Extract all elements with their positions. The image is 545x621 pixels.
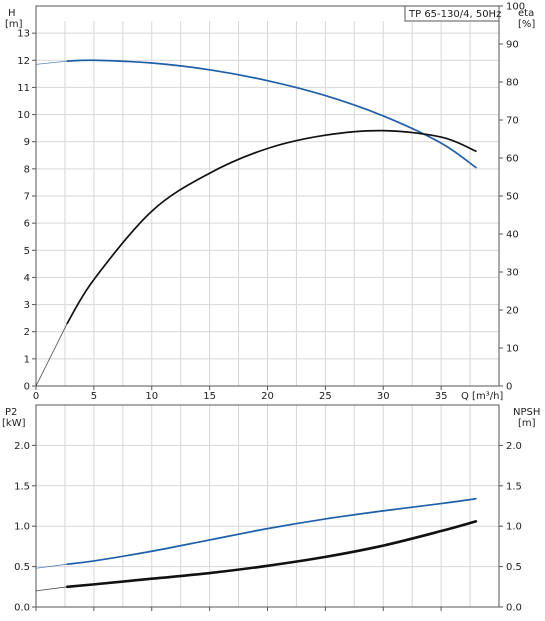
y-right-axis-unit: [m] [518, 418, 536, 429]
y-left-tick-label: 5 [24, 246, 30, 257]
y-left-axis-unit: [kW] [2, 418, 26, 429]
y-right-tick-label: 1.0 [506, 522, 522, 533]
series-0-0-line [66, 59, 477, 169]
y-left-tick-label: 0.0 [14, 603, 30, 614]
series-1-0-line [66, 497, 477, 566]
y-left-tick-label: 9 [24, 137, 30, 148]
series-0-1-extension [35, 323, 68, 387]
y-right-tick-label: 40 [506, 230, 519, 241]
x-axis-label: Q [m³/h] [461, 391, 503, 402]
text-layer: 0123456789101112130102030405060708090100… [2, 2, 540, 614]
series-0-0-extension [35, 60, 68, 65]
y-left-tick-label: 12 [17, 56, 30, 67]
y-left-tick-label: 10 [17, 110, 30, 121]
series-1-1-line [65, 520, 478, 589]
x-tick-label: 15 [203, 391, 216, 402]
series-1-0-extension [35, 563, 68, 569]
y-right-tick-label: 80 [506, 78, 519, 89]
y-left-tick-label: 0 [24, 382, 30, 393]
series-0-1-line [66, 129, 477, 325]
y-right-tick-label: 10 [506, 344, 519, 355]
y-right-tick-label: 30 [506, 268, 519, 279]
y-left-tick-label: 2 [24, 327, 30, 338]
y-left-tick-label: 1.5 [14, 481, 30, 492]
y-left-tick-label: 13 [17, 29, 30, 40]
x-tick-label: 10 [145, 391, 158, 402]
grid-layer [36, 21, 499, 607]
y-right-tick-label: 90 [506, 40, 519, 51]
y-left-tick-label: 3 [24, 300, 30, 311]
series-1-1-extension [35, 586, 68, 592]
x-tick-label: 30 [377, 391, 390, 402]
y-left-tick-label: 1 [24, 354, 30, 365]
x-tick-label: 5 [91, 391, 97, 402]
y-left-axis-label: P2 [5, 407, 17, 418]
y-right-tick-label: 100 [506, 2, 525, 13]
y-left-tick-label: 4 [24, 273, 30, 284]
chart-title: TP 65-130/4, 50Hz [408, 9, 501, 20]
title-box [404, 5, 500, 22]
y-right-axis-label: NPSH [513, 407, 540, 418]
y-left-tick-label: 7 [24, 192, 30, 203]
y-left-axis-label: H [8, 8, 16, 19]
series-layer [35, 59, 478, 592]
y-right-tick-label: 0.0 [506, 603, 522, 614]
y-left-tick-label: 1.0 [14, 522, 30, 533]
frame-layer [32, 5, 503, 611]
y-right-axis-label: eta [518, 8, 534, 19]
y-right-tick-label: 0 [506, 382, 512, 393]
x-tick-label: 25 [319, 391, 332, 402]
y-right-tick-label: 0.5 [506, 562, 522, 573]
y-left-tick-label: 8 [24, 164, 30, 175]
y-left-tick-label: 6 [24, 219, 30, 230]
y-right-tick-label: 2.0 [506, 441, 522, 452]
y-left-tick-label: 11 [17, 83, 30, 94]
x-tick-label: 0 [33, 391, 39, 402]
y-left-axis-unit: [m] [5, 19, 23, 30]
y-right-tick-label: 70 [506, 116, 519, 127]
y-right-tick-label: 60 [506, 154, 519, 165]
y-right-tick-label: 1.5 [506, 481, 522, 492]
x-tick-label: 20 [261, 391, 274, 402]
y-left-tick-label: 0.5 [14, 562, 30, 573]
x-tick-label: 35 [435, 391, 448, 402]
y-right-tick-label: 20 [506, 306, 519, 317]
y-right-axis-unit: [%] [518, 19, 535, 30]
y-right-tick-label: 50 [506, 192, 519, 203]
y-left-tick-label: 2.0 [14, 441, 30, 452]
